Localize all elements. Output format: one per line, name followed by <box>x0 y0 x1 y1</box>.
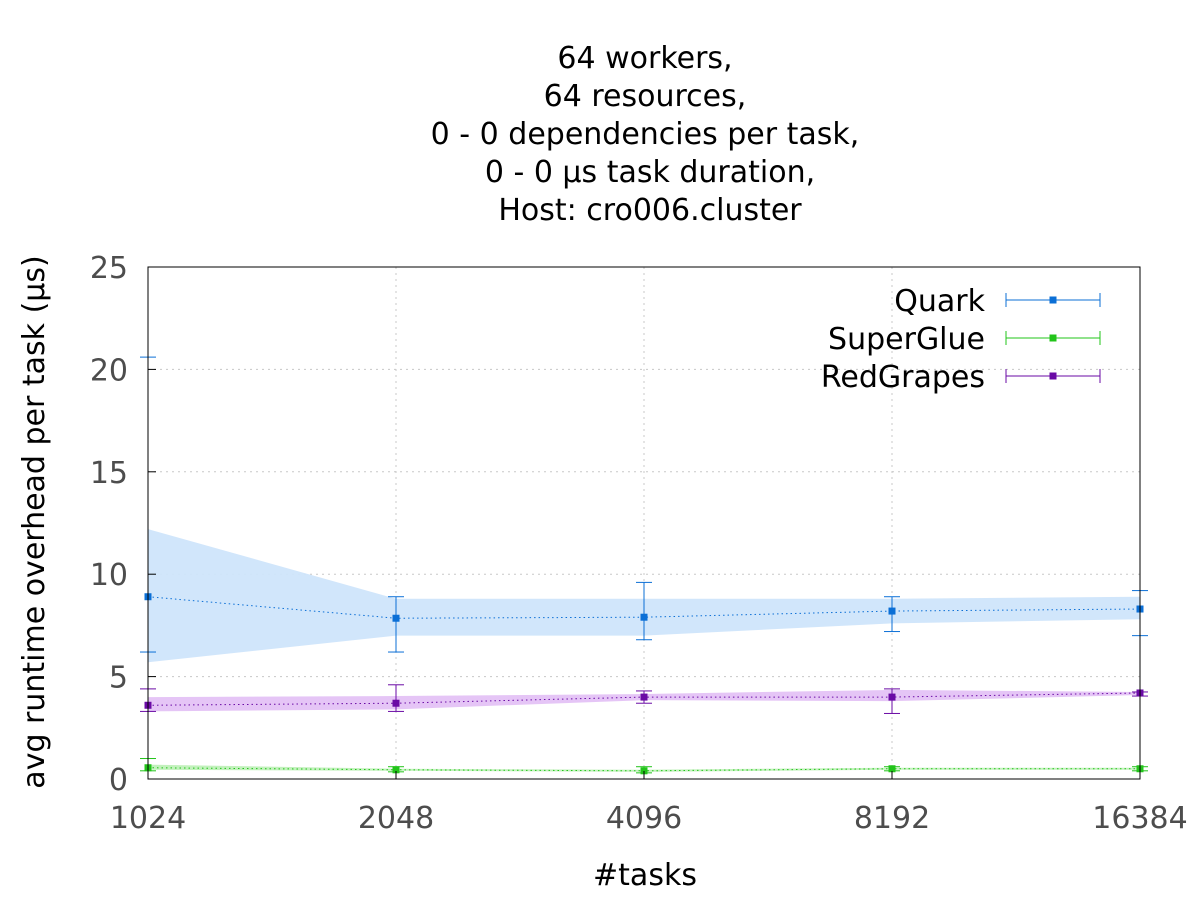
x-tick-label: 1024 <box>110 801 186 836</box>
y-tick-label: 10 <box>90 558 128 593</box>
legend-label-superglue: SuperGlue <box>828 322 985 357</box>
x-tick-label: 16384 <box>1092 801 1187 836</box>
legend-marker-redgrapes <box>1049 372 1057 380</box>
data-point-redgrapes <box>888 693 896 701</box>
legend-marker-superglue <box>1049 334 1057 342</box>
data-point-superglue <box>640 767 648 775</box>
data-point-superglue <box>392 766 400 774</box>
title-line-5: Host: cro006.cluster <box>498 193 802 228</box>
y-tick-label: 15 <box>90 456 128 491</box>
legend-label-redgrapes: RedGrapes <box>821 360 985 395</box>
chart-title: 64 workers, 64 resources, 0 - 0 dependen… <box>431 41 860 228</box>
y-tick-label: 0 <box>109 763 128 798</box>
y-axis-label: avg runtime overhead per task (µs) <box>17 255 52 788</box>
title-line-4: 0 - 0 µs task duration, <box>485 155 815 190</box>
data-point-redgrapes <box>640 693 648 701</box>
title-line-2: 64 resources, <box>544 79 747 114</box>
data-point-quark <box>640 613 648 621</box>
axes: 0 5 10 15 20 25 1024 2048 4096 8192 16384 <box>90 251 1188 836</box>
legend-label-quark: Quark <box>894 284 985 319</box>
y-tick-label: 25 <box>90 251 128 286</box>
x-axis-label: #tasks <box>593 858 697 893</box>
x-tick-label: 4096 <box>606 801 682 836</box>
legend-entry-quark: Quark <box>894 284 1101 319</box>
legend-entry-redgrapes: RedGrapes <box>821 360 1101 395</box>
title-line-3: 0 - 0 dependencies per task, <box>431 117 860 152</box>
data-point-quark <box>392 614 400 622</box>
x-tick-label: 8192 <box>854 801 930 836</box>
data-point-redgrapes <box>392 699 400 707</box>
legend-marker-quark <box>1049 296 1057 304</box>
y-tick-label: 5 <box>109 661 128 696</box>
data-point-quark <box>888 607 896 615</box>
title-line-1: 64 workers, <box>557 41 732 76</box>
legend-entry-superglue: SuperGlue <box>828 322 1101 357</box>
data-point-superglue <box>888 765 896 773</box>
y-tick-label: 20 <box>90 353 128 388</box>
x-tick-label: 2048 <box>358 801 434 836</box>
